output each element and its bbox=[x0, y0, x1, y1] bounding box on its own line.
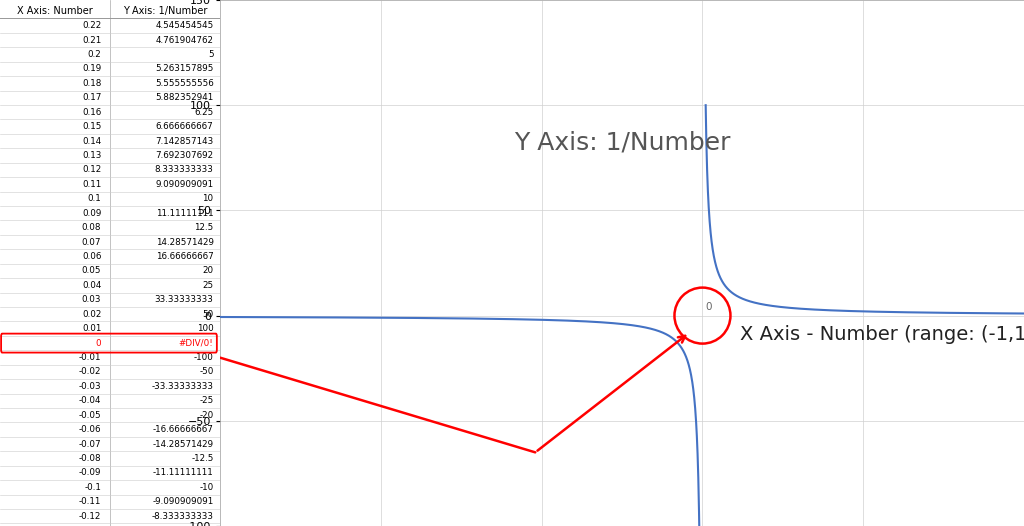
Text: 0: 0 bbox=[706, 302, 712, 312]
Text: 20: 20 bbox=[203, 266, 214, 276]
Text: -0.07: -0.07 bbox=[79, 440, 101, 449]
Text: 7.142857143: 7.142857143 bbox=[156, 137, 214, 146]
Text: 0.12: 0.12 bbox=[82, 165, 101, 175]
Text: 4.545454545: 4.545454545 bbox=[156, 21, 214, 30]
Text: X Axis: Number: X Axis: Number bbox=[17, 6, 93, 16]
Text: 9.090909091: 9.090909091 bbox=[156, 180, 214, 189]
Text: 33.33333333: 33.33333333 bbox=[155, 295, 214, 304]
Text: -0.08: -0.08 bbox=[79, 454, 101, 463]
Text: 5: 5 bbox=[208, 50, 214, 59]
Text: -0.12: -0.12 bbox=[79, 512, 101, 521]
Text: 12.5: 12.5 bbox=[195, 223, 214, 232]
Text: 0.11: 0.11 bbox=[82, 180, 101, 189]
Text: 6.666666667: 6.666666667 bbox=[156, 122, 214, 131]
Text: #DIV/0!: #DIV/0! bbox=[179, 339, 214, 348]
Text: -16.66666667: -16.66666667 bbox=[153, 425, 214, 434]
Text: Y Axis: 1/Number: Y Axis: 1/Number bbox=[123, 6, 207, 16]
Text: 0.02: 0.02 bbox=[82, 310, 101, 319]
Text: -0.01: -0.01 bbox=[79, 353, 101, 362]
Text: -0.05: -0.05 bbox=[79, 411, 101, 420]
Text: 0.16: 0.16 bbox=[82, 108, 101, 117]
Text: -100: -100 bbox=[194, 353, 214, 362]
Text: 5.263157895: 5.263157895 bbox=[156, 64, 214, 74]
Text: -11.11111111: -11.11111111 bbox=[153, 468, 214, 478]
Text: -33.33333333: -33.33333333 bbox=[152, 382, 214, 391]
Text: 0.04: 0.04 bbox=[82, 281, 101, 290]
Text: Y Axis: 1/Number: Y Axis: 1/Number bbox=[514, 130, 730, 154]
Text: -0.1: -0.1 bbox=[84, 483, 101, 492]
Text: 6.25: 6.25 bbox=[195, 108, 214, 117]
Text: 0: 0 bbox=[95, 339, 101, 348]
Text: 0.21: 0.21 bbox=[82, 36, 101, 45]
Text: 0.18: 0.18 bbox=[82, 79, 101, 88]
Text: -20: -20 bbox=[200, 411, 214, 420]
Text: 14.28571429: 14.28571429 bbox=[156, 238, 214, 247]
Text: 0.08: 0.08 bbox=[82, 223, 101, 232]
Text: -0.11: -0.11 bbox=[79, 497, 101, 506]
Text: -0.09: -0.09 bbox=[79, 468, 101, 478]
Text: 0.1: 0.1 bbox=[87, 194, 101, 203]
Text: 16.66666667: 16.66666667 bbox=[156, 252, 214, 261]
Text: 0.22: 0.22 bbox=[82, 21, 101, 30]
Text: -10: -10 bbox=[200, 483, 214, 492]
Text: 0.19: 0.19 bbox=[82, 64, 101, 74]
Text: 10: 10 bbox=[203, 194, 214, 203]
Text: 0.2: 0.2 bbox=[87, 50, 101, 59]
Text: X Axis - Number (range: (-1,1)): X Axis - Number (range: (-1,1)) bbox=[740, 325, 1024, 343]
Text: 0.06: 0.06 bbox=[82, 252, 101, 261]
Text: 0.07: 0.07 bbox=[82, 238, 101, 247]
Text: 50: 50 bbox=[203, 310, 214, 319]
Text: 100: 100 bbox=[197, 324, 214, 333]
Text: -0.03: -0.03 bbox=[79, 382, 101, 391]
Text: 11.11111111: 11.11111111 bbox=[156, 209, 214, 218]
Text: 0.13: 0.13 bbox=[82, 151, 101, 160]
Text: 0.14: 0.14 bbox=[82, 137, 101, 146]
Text: -12.5: -12.5 bbox=[191, 454, 214, 463]
Text: -0.06: -0.06 bbox=[79, 425, 101, 434]
Text: -0.02: -0.02 bbox=[79, 367, 101, 377]
Text: 0.05: 0.05 bbox=[82, 266, 101, 276]
Text: 5.882352941: 5.882352941 bbox=[156, 93, 214, 102]
Text: 5.555555556: 5.555555556 bbox=[155, 79, 214, 88]
Text: -9.090909091: -9.090909091 bbox=[153, 497, 214, 506]
Text: 0.01: 0.01 bbox=[82, 324, 101, 333]
Text: 0.17: 0.17 bbox=[82, 93, 101, 102]
Text: 25: 25 bbox=[203, 281, 214, 290]
Text: -25: -25 bbox=[200, 396, 214, 405]
Text: -8.333333333: -8.333333333 bbox=[152, 512, 214, 521]
Text: -50: -50 bbox=[200, 367, 214, 377]
Text: 7.692307692: 7.692307692 bbox=[156, 151, 214, 160]
Text: 0.03: 0.03 bbox=[82, 295, 101, 304]
Text: 0.15: 0.15 bbox=[82, 122, 101, 131]
Text: -14.28571429: -14.28571429 bbox=[153, 440, 214, 449]
Text: 8.333333333: 8.333333333 bbox=[155, 165, 214, 175]
Text: 4.761904762: 4.761904762 bbox=[156, 36, 214, 45]
Text: -0.04: -0.04 bbox=[79, 396, 101, 405]
Text: 0.09: 0.09 bbox=[82, 209, 101, 218]
